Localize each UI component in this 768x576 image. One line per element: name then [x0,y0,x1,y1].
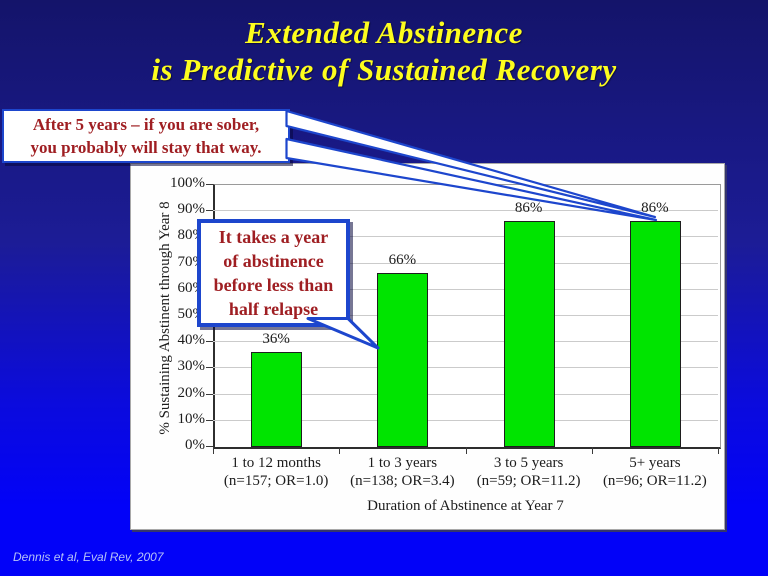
y-gridline [213,341,718,343]
slide-title: Extended Abstinence is Predictive of Sus… [0,14,768,88]
category-note: (n=59; OR=11.2) [476,473,581,489]
category-note: (n=96; OR=11.2) [602,473,707,489]
x-tick-mark [591,447,593,454]
y-gridline [213,236,718,238]
y-tick-label: 60% [177,279,206,296]
y-gridline [213,262,718,264]
y-tick-mark [206,393,213,395]
y-gridline [213,419,718,421]
citation: Dennis et al, Eval Rev, 2007 [13,550,164,564]
category-label: 5+ years [629,455,681,471]
category-note: (n=138; OR=3.4) [350,473,455,489]
callout-it-takes-a-year-line2: of abstinence [223,251,324,271]
callout-it-takes-a-year: It takes a year of abstinence before les… [197,219,350,327]
bar-value-label: 36% [262,330,290,347]
slide-title-line2: is Predictive of Sustained Recovery [151,52,617,87]
y-tick-label: 40% [177,332,206,349]
callout-after-5-years-line1: After 5 years – if you are sober, [32,115,260,134]
bar [503,220,555,447]
y-tick-label: 20% [177,384,206,401]
y-tick-mark [206,210,213,212]
x-tick-mark [718,447,719,454]
y-tick-mark [206,367,213,369]
bar-value-label: 66% [388,252,417,269]
category-label: 1 to 3 years [367,455,438,471]
bar [251,351,303,447]
callout-it-takes-a-year-line1: It takes a year [218,227,329,247]
y-tick-label: 70% [177,253,206,270]
category-label: 1 to 12 months [231,455,321,471]
x-tick-mark [465,447,467,454]
x-tick-mark [339,447,341,454]
callout-it-takes-a-year-line3: before less than [213,275,334,295]
bar [377,273,429,447]
slide-title-line1: Extended Abstinence [245,15,523,50]
bar [629,220,681,447]
bar-value-label: 86% [641,199,669,216]
y-gridline [213,315,718,316]
bar-value-label: 86% [514,199,543,216]
callout-after-5-years-line2: you probably will stay that way. [30,138,262,157]
y-tick-label: 30% [177,358,206,375]
y-tick-label: 100% [170,175,205,191]
y-tick-label: 10% [177,410,206,427]
y-tick-mark [206,184,213,185]
x-tick-mark [213,447,214,454]
y-tick-label: 80% [177,227,206,244]
y-gridline [213,367,718,369]
callout-it-takes-a-year-line4: half relapse [228,299,319,319]
category-note: (n=157; OR=1.0) [223,473,329,489]
y-tick-mark [206,341,213,343]
x-axis-title: Duration of Abstinence at Year 7 [367,498,564,514]
y-tick-mark [206,419,213,421]
category-label: 3 to 5 years [493,455,564,471]
callout-after-5-years: After 5 years – if you are sober, you pr… [2,109,290,163]
y-gridline [213,393,718,395]
y-tick-label: 0% [185,437,205,453]
y-tick-label: 90% [177,201,206,218]
y-tick-label: 50% [177,306,206,322]
y-tick-mark [206,446,213,447]
y-gridline [213,288,718,290]
